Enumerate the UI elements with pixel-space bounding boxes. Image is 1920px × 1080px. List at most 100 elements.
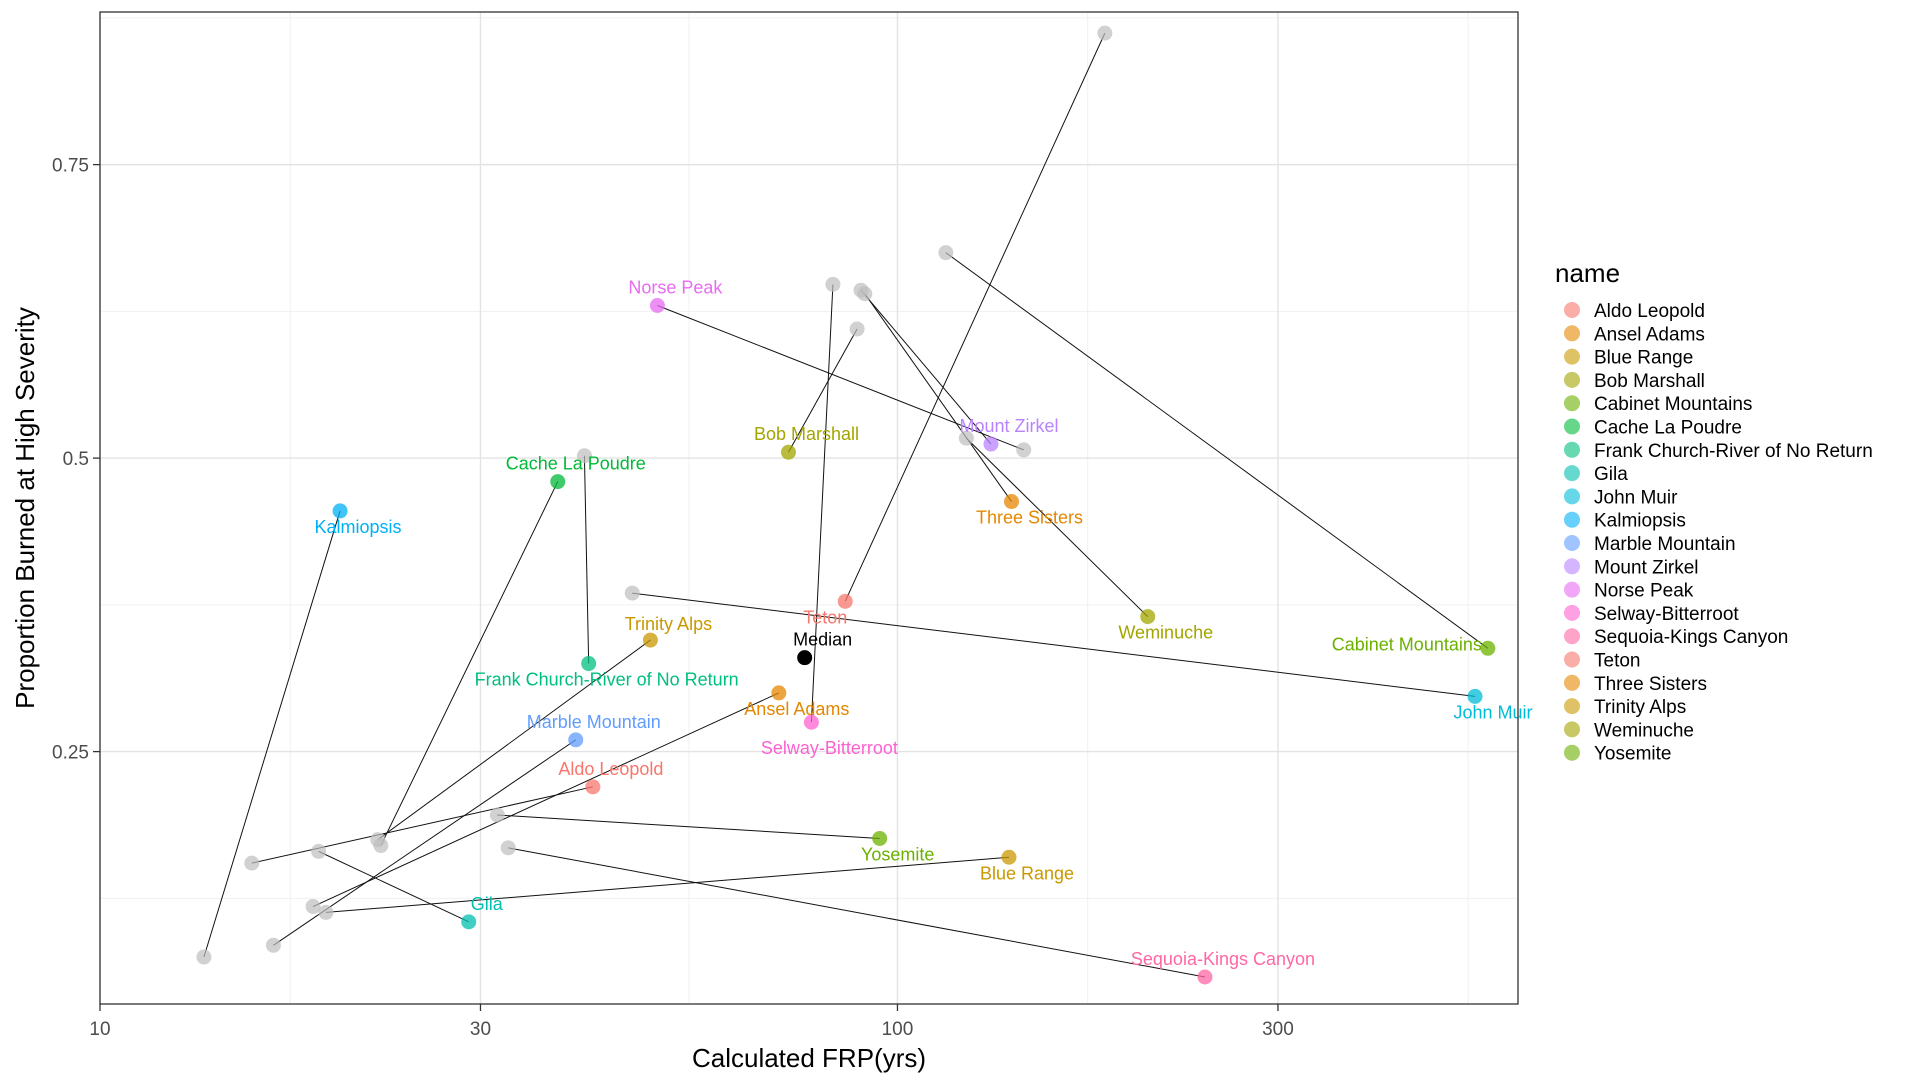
data-point bbox=[837, 593, 853, 609]
reference-point bbox=[500, 840, 516, 856]
legend-item: Sequoia-Kings Canyon bbox=[1564, 627, 1788, 648]
connector-line bbox=[312, 692, 780, 908]
y-axis: 0.25 0.5 0.75 bbox=[52, 156, 100, 764]
point-label: Cache La Poudre bbox=[506, 454, 646, 474]
reference-point bbox=[857, 286, 873, 302]
point-label: Cabinet Mountains bbox=[1332, 634, 1482, 654]
data-point bbox=[550, 474, 566, 490]
legend-key bbox=[1564, 465, 1580, 482]
connector-line bbox=[377, 639, 651, 841]
data-point bbox=[649, 297, 665, 313]
legend-key bbox=[1564, 698, 1580, 715]
connector-line bbox=[203, 510, 341, 958]
legend-item: Three Sisters bbox=[1564, 674, 1707, 695]
legend-key bbox=[1564, 441, 1580, 458]
legend-item: Weminuche bbox=[1564, 720, 1694, 741]
legend-label: Kalmiopsis bbox=[1594, 511, 1686, 532]
median-point bbox=[797, 650, 813, 666]
reference-point bbox=[265, 937, 281, 953]
point-label: Aldo Leopold bbox=[558, 759, 663, 779]
data-point bbox=[1004, 494, 1020, 510]
point-label: Selway-Bitterroot bbox=[761, 738, 898, 758]
legend-key bbox=[1564, 488, 1580, 505]
point-label: Teton bbox=[803, 607, 847, 627]
data-point bbox=[1467, 688, 1483, 704]
data-point bbox=[983, 436, 999, 452]
reference-point bbox=[825, 276, 841, 292]
legend-label: Norse Peak bbox=[1594, 581, 1694, 602]
connector-line bbox=[788, 328, 858, 453]
connector-line bbox=[844, 32, 1106, 602]
x-tick-label: 10 bbox=[89, 1019, 110, 1040]
legend-key bbox=[1564, 535, 1580, 551]
legend-item: Cabinet Mountains bbox=[1564, 394, 1752, 415]
data-point bbox=[1197, 969, 1213, 985]
plot-border bbox=[99, 11, 1519, 1005]
reference-point bbox=[318, 904, 334, 920]
reference-point bbox=[938, 245, 954, 261]
grid bbox=[99, 12, 1518, 1004]
reference-point bbox=[576, 448, 592, 464]
point-label: Kalmiopsis bbox=[315, 517, 402, 537]
point-label: Weminuche bbox=[1118, 623, 1213, 643]
x-axis: 10 30 100 300 bbox=[89, 1004, 1294, 1040]
reference-point bbox=[305, 899, 321, 915]
legend-label: Bob Marshall bbox=[1594, 371, 1705, 392]
connector-line bbox=[583, 455, 590, 664]
wilderness-points bbox=[332, 297, 1496, 985]
x-axis-label: Calculated FRP(yrs) bbox=[692, 1043, 926, 1073]
legend-label: Cache La Poudre bbox=[1594, 418, 1742, 439]
x-tick-label: 30 bbox=[470, 1019, 491, 1040]
legend-key bbox=[1564, 651, 1580, 668]
point-labels: Aldo Leopold Ansel Adams Blue Range Bob Mar… bbox=[315, 277, 1533, 969]
data-point bbox=[642, 632, 658, 648]
connector-line bbox=[860, 289, 992, 445]
data-point bbox=[780, 444, 796, 460]
y-tick-label: 0.5 bbox=[63, 449, 89, 470]
connector-line bbox=[318, 850, 469, 923]
connector-line bbox=[380, 481, 559, 846]
connector-line bbox=[251, 786, 593, 864]
connector-line bbox=[945, 252, 1489, 649]
legend-item: Norse Peak bbox=[1564, 581, 1694, 602]
point-label: Trinity Alps bbox=[625, 614, 712, 634]
point-label: Gila bbox=[471, 894, 504, 914]
legend-item: Kalmiopsis bbox=[1564, 511, 1686, 532]
connector-line bbox=[864, 293, 1012, 502]
legend-label: Mount Zirkel bbox=[1594, 557, 1699, 578]
legend-label: Ansel Adams bbox=[1594, 324, 1705, 345]
reference-point bbox=[370, 832, 386, 848]
median-label: Median bbox=[793, 630, 852, 650]
legend-key bbox=[1564, 302, 1580, 318]
reference-point bbox=[244, 855, 260, 871]
data-point bbox=[1140, 609, 1156, 625]
legend-item: Teton bbox=[1564, 651, 1640, 672]
connector-line bbox=[325, 856, 1010, 913]
data-point bbox=[568, 732, 584, 748]
point-label: Norse Peak bbox=[628, 277, 723, 297]
legend-label: Three Sisters bbox=[1594, 674, 1707, 695]
legend-key bbox=[1564, 325, 1580, 342]
reference-point bbox=[311, 843, 327, 859]
y-tick-label: 0.25 bbox=[52, 743, 89, 764]
legend-label: Aldo Leopold bbox=[1594, 301, 1705, 322]
reference-point bbox=[196, 949, 212, 965]
point-label: Frank Church-River of No Return bbox=[475, 670, 739, 690]
legend-label: Trinity Alps bbox=[1594, 697, 1686, 718]
legend-label: Blue Range bbox=[1594, 348, 1693, 369]
legend-key bbox=[1564, 558, 1580, 575]
y-axis-label: Proportion Burned at High Severity bbox=[10, 307, 40, 709]
point-label: Yosemite bbox=[861, 844, 934, 864]
legend-item: Bob Marshall bbox=[1564, 371, 1705, 392]
legend-item: John Muir bbox=[1564, 487, 1678, 508]
legend-item: Yosemite bbox=[1564, 744, 1671, 765]
connector-line bbox=[497, 814, 880, 839]
legend-item: Gila bbox=[1564, 464, 1628, 485]
data-point bbox=[332, 503, 348, 519]
data-point bbox=[461, 914, 477, 930]
point-label: Bob Marshall bbox=[754, 424, 859, 444]
legend-key bbox=[1564, 395, 1580, 412]
reference-point bbox=[1016, 442, 1032, 458]
data-point bbox=[803, 714, 819, 730]
legend-item: Marble Mountain bbox=[1564, 534, 1736, 555]
